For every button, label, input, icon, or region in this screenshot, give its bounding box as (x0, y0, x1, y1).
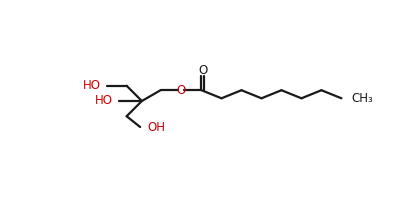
Text: HO: HO (95, 95, 113, 108)
Text: O: O (198, 64, 207, 77)
Text: O: O (176, 84, 186, 97)
Text: CH₃: CH₃ (352, 92, 373, 105)
Text: HO: HO (83, 79, 101, 92)
Text: OH: OH (147, 121, 165, 134)
